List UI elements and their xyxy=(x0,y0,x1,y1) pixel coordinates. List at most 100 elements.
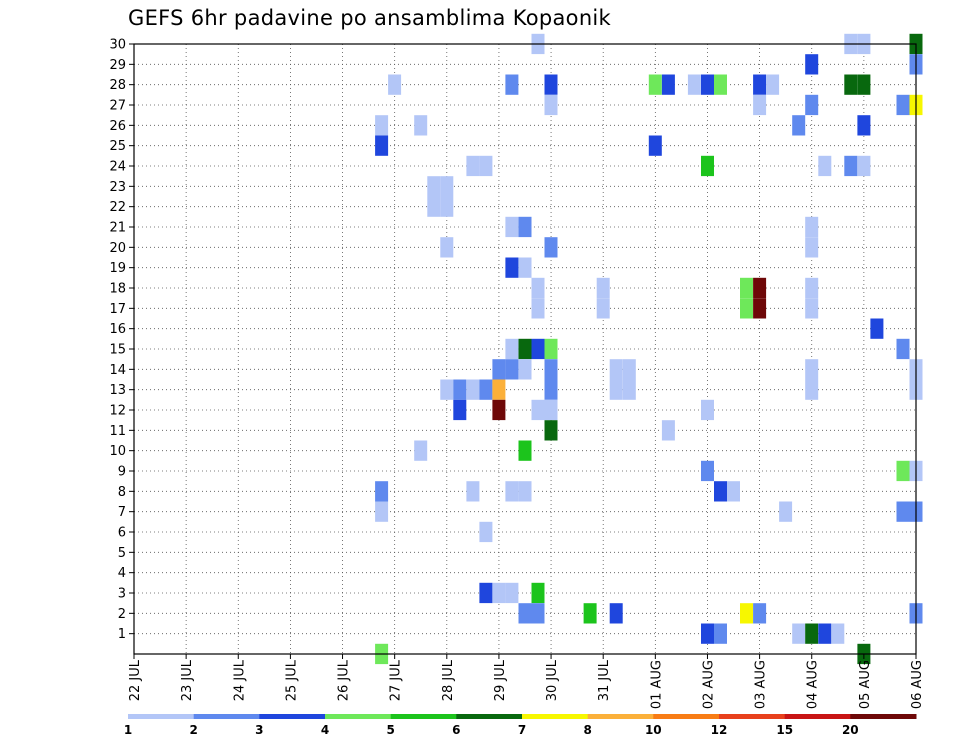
colorbar-segment xyxy=(193,714,260,719)
precip-cell xyxy=(714,623,727,644)
precip-cell xyxy=(492,359,506,380)
x-tick-label: 06 AUG xyxy=(910,660,925,709)
y-tick-label: 22 xyxy=(109,200,126,215)
precip-cell xyxy=(701,623,714,644)
precip-cell xyxy=(518,359,532,380)
precip-cell xyxy=(727,481,740,502)
y-axis: 1234567891011121314151617181920212223242… xyxy=(109,38,134,642)
x-tick-label: 26 JUL xyxy=(337,659,352,701)
precip-cell xyxy=(753,277,767,299)
precip-cell xyxy=(518,481,532,502)
precip-cell xyxy=(518,216,532,238)
precip-cell xyxy=(544,237,558,258)
precip-cell xyxy=(740,603,753,624)
precip-cell xyxy=(818,623,832,644)
x-tick-label: 04 AUG xyxy=(806,660,821,709)
precip-cell xyxy=(701,155,714,177)
colorbar-segment xyxy=(128,714,195,719)
precip-cell xyxy=(701,74,714,95)
precip-cell xyxy=(427,196,441,217)
colorbar-segment xyxy=(850,714,917,719)
colorbar-label: 12 xyxy=(711,723,728,737)
colorbar-segment xyxy=(784,714,851,719)
y-tick-label: 10 xyxy=(109,444,126,459)
precip-cell xyxy=(870,318,884,339)
precip-cell xyxy=(505,359,519,380)
precip-cell xyxy=(714,481,727,502)
precip-cell xyxy=(505,74,519,95)
colorbar-label: 8 xyxy=(584,723,592,737)
precip-cell xyxy=(479,582,493,604)
x-tick-label: 25 JUL xyxy=(284,659,299,701)
y-tick-label: 15 xyxy=(109,343,126,358)
y-tick-label: 27 xyxy=(109,99,126,114)
x-tick-label: 28 JUL xyxy=(441,659,456,701)
precip-cell xyxy=(388,74,402,95)
precip-cell xyxy=(531,338,545,360)
precip-cell xyxy=(857,155,871,177)
y-tick-label: 23 xyxy=(109,180,126,195)
colorbar-label: 3 xyxy=(255,723,263,737)
precip-cell xyxy=(896,501,910,522)
precip-cell xyxy=(375,501,389,522)
precip-cell xyxy=(596,277,610,299)
precip-cell xyxy=(753,298,767,319)
x-tick-label: 22 JUL xyxy=(128,659,143,701)
precip-cell xyxy=(818,155,832,177)
precip-cell xyxy=(779,501,793,522)
precip-cell xyxy=(701,399,714,421)
y-tick-label: 21 xyxy=(109,221,126,236)
precip-cell xyxy=(622,359,636,380)
precip-cell xyxy=(505,582,519,604)
precip-cell xyxy=(544,359,558,380)
y-tick-label: 9 xyxy=(118,465,126,480)
precip-cell xyxy=(479,155,493,177)
precip-cell xyxy=(753,74,767,95)
y-tick-label: 20 xyxy=(109,241,126,256)
y-tick-label: 25 xyxy=(109,139,126,154)
precip-cell xyxy=(440,196,454,217)
precip-cell xyxy=(505,216,519,238)
x-tick-label: 27 JUL xyxy=(389,659,404,701)
precip-cell xyxy=(453,379,467,400)
colorbar-segment xyxy=(259,714,326,719)
y-tick-label: 17 xyxy=(109,302,126,317)
precip-cell xyxy=(505,481,519,502)
colorbar-label: 2 xyxy=(190,723,198,737)
precip-cell xyxy=(714,74,727,95)
colorbar-label: 5 xyxy=(387,723,395,737)
colorbar-label: 4 xyxy=(321,723,329,737)
precip-cell xyxy=(805,54,819,75)
precip-cell xyxy=(857,115,871,136)
y-tick-label: 29 xyxy=(109,58,126,73)
precip-cell xyxy=(648,135,662,156)
precip-cell xyxy=(583,603,597,624)
precip-cell xyxy=(518,338,532,360)
x-tick-label: 24 JUL xyxy=(232,659,247,701)
x-tick-label: 23 JUL xyxy=(180,659,195,701)
y-tick-label: 7 xyxy=(118,505,126,520)
y-tick-label: 19 xyxy=(109,261,126,276)
y-tick-label: 1 xyxy=(118,627,126,642)
precip-cell xyxy=(440,237,454,258)
precip-cell xyxy=(544,420,558,441)
precip-cell xyxy=(414,115,428,136)
precip-cell xyxy=(505,257,519,278)
x-tick-label: 05 AUG xyxy=(858,660,873,709)
y-tick-label: 12 xyxy=(109,404,126,419)
colorbar-label: 20 xyxy=(842,723,859,737)
precip-cell xyxy=(531,582,545,604)
precip-cell xyxy=(414,440,428,461)
precip-cell xyxy=(492,399,506,421)
precip-cell xyxy=(479,379,493,400)
precip-cell xyxy=(531,399,545,421)
precip-cell xyxy=(792,623,806,644)
precip-cell xyxy=(596,298,610,319)
y-tick-label: 2 xyxy=(118,607,126,622)
precip-cell xyxy=(896,94,910,116)
precip-cell xyxy=(805,379,819,400)
y-tick-label: 16 xyxy=(109,322,126,337)
precip-cell xyxy=(479,521,493,543)
chart-title: GEFS 6hr padavine po ansamblima Kopaonik xyxy=(128,6,612,30)
colorbar-segment xyxy=(456,714,523,719)
